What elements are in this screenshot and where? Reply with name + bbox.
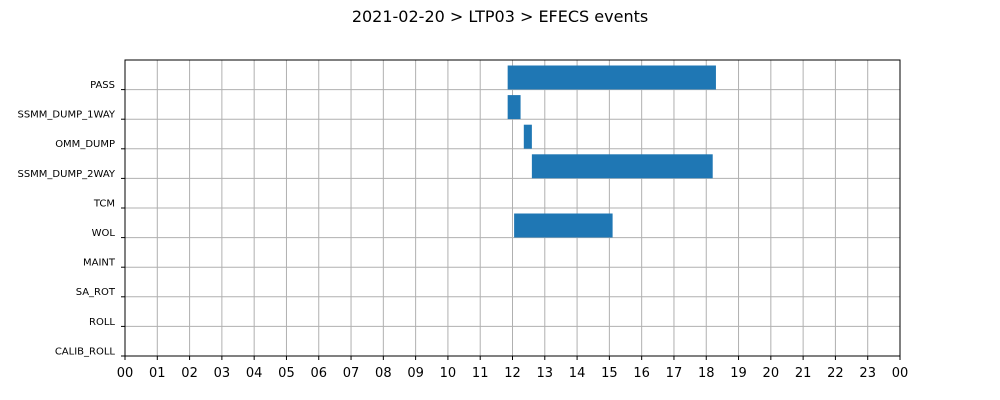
x-tick-label: 05 bbox=[278, 366, 295, 381]
plot-frame bbox=[124, 59, 901, 357]
event-bars bbox=[507, 65, 716, 238]
x-tick-label: 16 bbox=[633, 366, 650, 381]
event-bar bbox=[514, 213, 613, 238]
x-tick-label: 02 bbox=[181, 366, 198, 381]
x-tick-label: 13 bbox=[537, 366, 554, 381]
x-tick-label: 15 bbox=[601, 366, 618, 381]
event-bar bbox=[507, 95, 521, 120]
event-bar bbox=[507, 65, 716, 90]
y-tick-label: SSMM_DUMP_1WAY bbox=[17, 110, 115, 121]
y-tick-label: ROLL bbox=[89, 317, 115, 328]
y-tick-label: PASS bbox=[90, 80, 115, 91]
event-bar bbox=[523, 124, 532, 149]
y-tick-label: OMM_DUMP bbox=[55, 139, 115, 150]
event-bar bbox=[531, 154, 713, 179]
x-tick-label: 01 bbox=[149, 366, 166, 381]
x-tick-label: 00 bbox=[892, 366, 909, 381]
y-tick-label: SA_ROT bbox=[76, 287, 116, 298]
y-axis-ticks: PASS SSMM_DUMP_1WAY OMM_DUMP SSMM_DUMP_2WAY… bbox=[17, 80, 125, 357]
x-tick-label: 17 bbox=[666, 366, 683, 381]
x-tick-label: 10 bbox=[440, 366, 457, 381]
x-tick-label: 11 bbox=[472, 366, 489, 381]
x-tick-label: 06 bbox=[310, 366, 327, 381]
y-tick-label: MAINT bbox=[83, 258, 116, 269]
y-tick-label: TCM bbox=[93, 198, 115, 209]
x-tick-label: 18 bbox=[698, 366, 715, 381]
y-tick-label: WOL bbox=[92, 228, 116, 239]
x-tick-label: 22 bbox=[827, 366, 844, 381]
x-tick-label: 04 bbox=[246, 366, 263, 381]
y-tick-label: CALIB_ROLL bbox=[55, 346, 116, 357]
x-tick-label: 19 bbox=[730, 366, 747, 381]
y-tick-label: SSMM_DUMP_2WAY bbox=[17, 169, 115, 180]
x-tick-label: 03 bbox=[214, 366, 231, 381]
x-tick-label: 23 bbox=[859, 366, 876, 381]
x-tick-label: 08 bbox=[375, 366, 392, 381]
x-tick-label: 09 bbox=[407, 366, 424, 381]
x-tick-label: 21 bbox=[795, 366, 812, 381]
x-tick-label: 00 bbox=[117, 366, 134, 381]
x-tick-label: 14 bbox=[569, 366, 586, 381]
chart-title: 2021-02-20 > LTP03 > EFECS events bbox=[352, 7, 648, 26]
x-tick-label: 07 bbox=[343, 366, 360, 381]
x-tick-label: 20 bbox=[763, 366, 780, 381]
x-axis-ticks: 00 01 02 03 04 05 06 07 08 09 10 11 12 13 14 15 16 17 18 19… bbox=[117, 356, 909, 381]
x-tick-label: 12 bbox=[504, 366, 521, 381]
